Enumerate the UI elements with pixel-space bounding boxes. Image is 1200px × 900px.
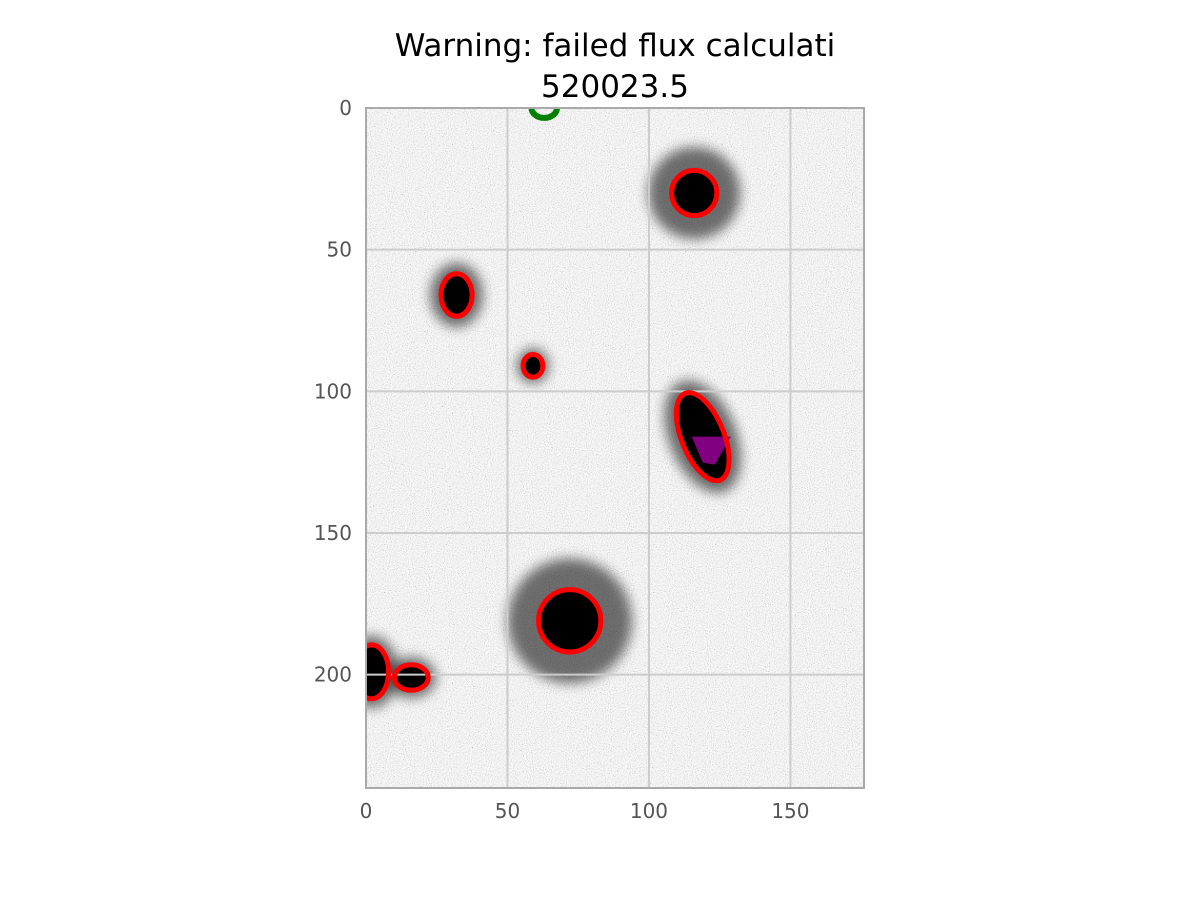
x-axis-ticks: 0 50 100 150 [360, 799, 810, 823]
x-tick-label: 0 [360, 799, 373, 823]
aperture-ellipse [366, 642, 392, 702]
chart-subtitle: 520023.5 [541, 69, 689, 105]
chart-title: Warning: failed flux calculati [395, 28, 836, 64]
masked-regions [691, 436, 731, 465]
source-core [440, 272, 473, 318]
aperture-ellipse [520, 352, 546, 380]
aperture-ellipse [669, 167, 720, 219]
image-plot-area [366, 108, 864, 788]
source-core [670, 169, 718, 217]
x-tick-label: 150 [771, 799, 809, 823]
x-tick-label: 50 [495, 799, 520, 823]
source-core [537, 588, 603, 654]
y-tick-label: 200 [314, 663, 352, 687]
source-apertures [366, 167, 732, 702]
aperture-ellipse [536, 587, 604, 655]
image-noise [366, 108, 864, 788]
y-tick-label: 50 [327, 238, 352, 262]
masked-pixels [691, 436, 731, 465]
source-core [522, 353, 544, 378]
aperture-ellipse [673, 390, 732, 484]
y-tick-label: 150 [314, 521, 352, 545]
aperture-ellipse [391, 662, 431, 693]
plot-frame [365, 107, 865, 789]
source-core [393, 664, 430, 691]
grid-lines [366, 108, 864, 788]
x-tick-label: 100 [630, 799, 668, 823]
y-tick-label: 0 [339, 96, 352, 120]
y-tick-label: 100 [314, 379, 352, 403]
aperture-ellipse [438, 271, 475, 319]
y-axis-ticks: 0 50 100 150 200 [314, 96, 352, 687]
